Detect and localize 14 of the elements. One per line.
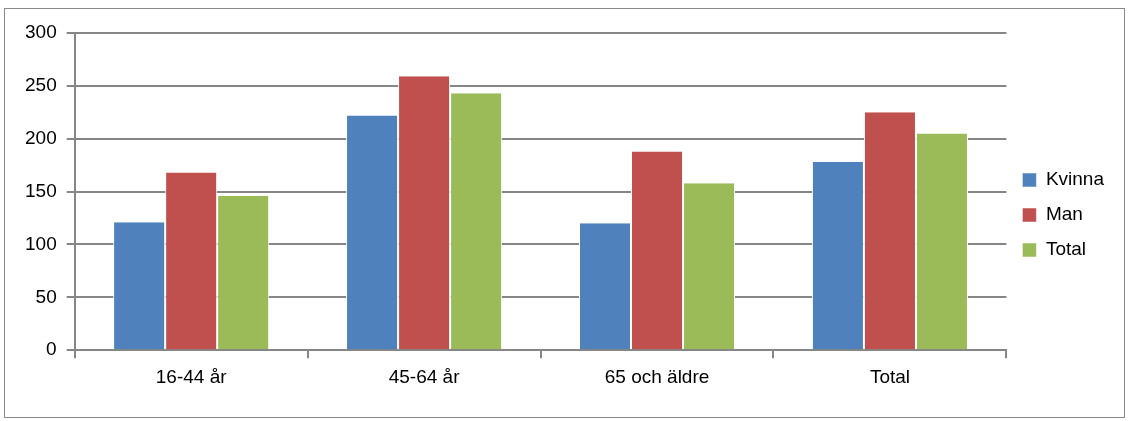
y-tick-label: 250 xyxy=(25,74,57,96)
x-tick-label: Total xyxy=(869,365,911,387)
y-tick-label: 100 xyxy=(25,232,57,254)
y-tick-label: 200 xyxy=(25,126,57,148)
legend-label: Man xyxy=(1045,203,1083,225)
y-tick-label: 300 xyxy=(25,21,57,43)
x-tick-label: 65 och äldre xyxy=(604,365,710,387)
legend-label: Total xyxy=(1045,238,1087,260)
legend-label: Kvinna xyxy=(1045,168,1105,190)
x-tick-label: 16-44 år xyxy=(155,365,228,387)
y-tick-label: 50 xyxy=(35,285,57,307)
y-tick-label: 0 xyxy=(46,338,57,360)
x-tick-label: 45-64 år xyxy=(388,365,461,387)
y-tick-label: 150 xyxy=(25,179,57,201)
